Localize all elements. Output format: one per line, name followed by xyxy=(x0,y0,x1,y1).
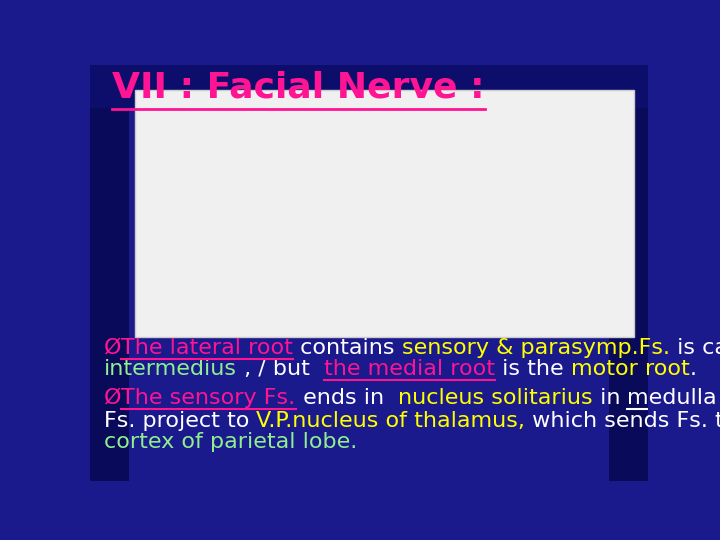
Text: nucleus solitarius: nucleus solitarius xyxy=(398,388,593,408)
Bar xyxy=(90,65,648,109)
Text: V.P.nucleus of thalamus,: V.P.nucleus of thalamus, xyxy=(256,410,526,430)
Text: VII : Facial Nerve :: VII : Facial Nerve : xyxy=(112,71,485,105)
Text: , / but: , / but xyxy=(237,359,324,379)
Text: which sends Fs. to: which sends Fs. to xyxy=(526,410,720,430)
Text: in: in xyxy=(593,388,627,408)
Text: motor root: motor root xyxy=(571,359,690,379)
Bar xyxy=(135,90,634,337)
Text: contains: contains xyxy=(293,338,402,358)
Text: the medial root: the medial root xyxy=(324,359,495,379)
Text: ends in: ends in xyxy=(296,388,398,408)
Text: Fs. project to: Fs. project to xyxy=(104,410,256,430)
Text: is called: is called xyxy=(670,338,720,358)
Text: Ø: Ø xyxy=(104,338,122,358)
Text: and then: and then xyxy=(717,388,720,408)
Text: cortex of parietal lobe.: cortex of parietal lobe. xyxy=(104,432,357,452)
Text: The lateral root: The lateral root xyxy=(122,338,293,358)
Bar xyxy=(90,65,129,481)
Text: Ø: Ø xyxy=(104,388,122,408)
Text: intermedius: intermedius xyxy=(104,359,237,379)
Text: sensory & parasymp.Fs.: sensory & parasymp.Fs. xyxy=(402,338,670,358)
Text: The sensory Fs.: The sensory Fs. xyxy=(122,388,296,408)
Text: is the: is the xyxy=(495,359,571,379)
Bar xyxy=(609,65,648,481)
Text: medulla: medulla xyxy=(627,388,717,408)
Text: .: . xyxy=(690,359,696,379)
